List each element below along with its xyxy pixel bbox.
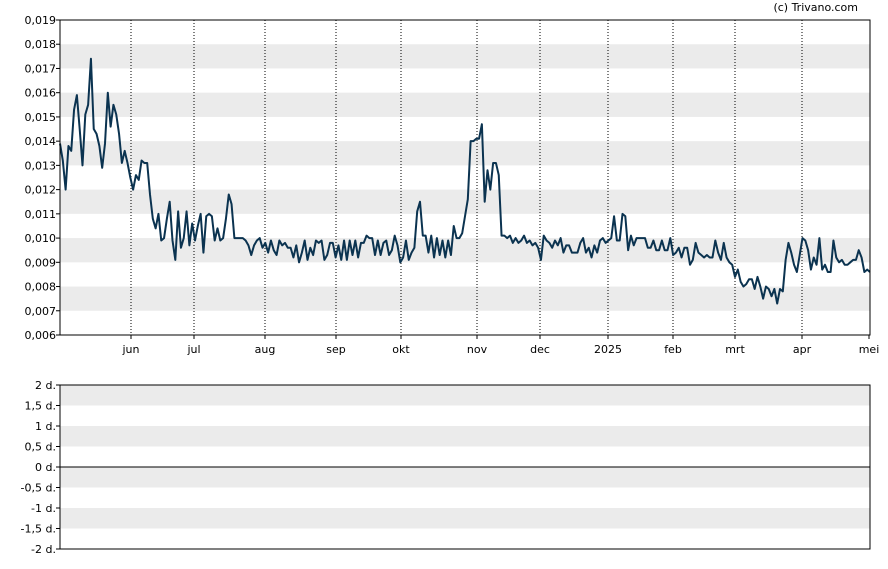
y-tick-label: 0,007 bbox=[25, 305, 57, 318]
x-tick-label: dec bbox=[530, 343, 550, 356]
y-tick-label: 0,008 bbox=[25, 281, 57, 294]
y-tick-label: 0,014 bbox=[25, 135, 57, 148]
copyright-label: (c) Trivano.com bbox=[773, 1, 858, 14]
x-tick-label: jun bbox=[122, 343, 140, 356]
price-series-line bbox=[59, 57, 871, 305]
y-tick-label: 0,019 bbox=[25, 14, 57, 27]
y-tick-label: 0,013 bbox=[25, 159, 57, 172]
y-tick-label: 0,009 bbox=[25, 256, 57, 269]
main-band bbox=[60, 92, 870, 117]
y-tick-label: 0,010 bbox=[25, 232, 57, 245]
sub-y-tick-label: -2 d. bbox=[31, 543, 56, 556]
sub-band bbox=[60, 385, 870, 406]
y-tick-label: 0,011 bbox=[25, 208, 57, 221]
main-y-tick-labels: 0,006 0,007 0,008 0,009 0,010 0,011 0,012 0,013… bbox=[25, 14, 60, 342]
main-plot-bands bbox=[60, 44, 870, 311]
sub-y-tick-label: -1,5 d. bbox=[21, 523, 56, 536]
x-tick-label: aug bbox=[255, 343, 276, 356]
y-tick-label: 0,017 bbox=[25, 62, 57, 75]
main-price-line bbox=[59, 57, 871, 305]
sub-y-tick-label: 0,5 d. bbox=[25, 441, 56, 454]
sub-y-tick-labels: 2 d. 1,5 d. 1 d. 0,5 d. 0 d. -0,5 d. -1 d. -1,5… bbox=[21, 379, 60, 556]
y-tick-label: 0,016 bbox=[25, 87, 57, 100]
sub-plot-bands bbox=[60, 385, 870, 529]
main-band bbox=[60, 286, 870, 311]
main-x-tick-labels: jun jul aug sep okt nov dec 2025 feb mrt apr mei bbox=[122, 335, 880, 356]
sub-y-tick-label: 1 d. bbox=[35, 420, 56, 433]
x-tick-label: nov bbox=[467, 343, 488, 356]
y-tick-label: 0,006 bbox=[25, 329, 57, 342]
x-tick-label: feb bbox=[664, 343, 682, 356]
main-band bbox=[60, 44, 870, 69]
y-tick-label: 0,015 bbox=[25, 111, 57, 124]
main-band bbox=[60, 141, 870, 166]
sub-band bbox=[60, 467, 870, 488]
main-plot-frame bbox=[59, 19, 871, 336]
sub-y-tick-label: -1 d. bbox=[31, 502, 56, 515]
y-tick-label: 0,018 bbox=[25, 38, 57, 51]
x-tick-label: mei bbox=[859, 343, 880, 356]
x-tick-label: jul bbox=[186, 343, 200, 356]
x-tick-label: apr bbox=[793, 343, 812, 356]
sub-y-tick-label: -0,5 d. bbox=[21, 482, 56, 495]
sub-band bbox=[60, 508, 870, 529]
y-tick-label: 0,012 bbox=[25, 184, 57, 197]
main-band bbox=[60, 238, 870, 263]
sub-y-tick-label: 0 d. bbox=[35, 461, 56, 474]
sub-y-tick-label: 2 d. bbox=[35, 379, 56, 392]
x-tick-label: okt bbox=[392, 343, 410, 356]
sub-band bbox=[60, 426, 870, 447]
x-tick-label: mrt bbox=[725, 343, 745, 356]
main-axes bbox=[59, 19, 871, 336]
x-tick-label: 2025 bbox=[594, 343, 622, 356]
x-tick-label: sep bbox=[326, 343, 345, 356]
sub-y-tick-label: 1,5 d. bbox=[25, 400, 56, 413]
